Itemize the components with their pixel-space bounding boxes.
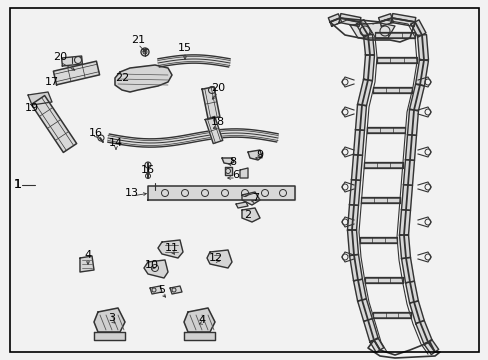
Polygon shape <box>369 338 383 352</box>
Polygon shape <box>353 130 364 156</box>
Polygon shape <box>415 59 427 86</box>
Polygon shape <box>240 168 247 178</box>
Text: 3: 3 <box>108 313 115 323</box>
Polygon shape <box>407 110 418 135</box>
Polygon shape <box>363 55 374 80</box>
Text: 15: 15 <box>178 43 192 53</box>
Polygon shape <box>236 202 247 208</box>
Text: 20: 20 <box>210 83 224 93</box>
Text: 1: 1 <box>14 179 22 192</box>
Polygon shape <box>363 319 378 341</box>
Text: 16: 16 <box>141 165 155 175</box>
Polygon shape <box>399 235 409 258</box>
Polygon shape <box>359 237 397 243</box>
Polygon shape <box>80 256 94 272</box>
Polygon shape <box>148 186 294 200</box>
Polygon shape <box>424 339 438 355</box>
Polygon shape <box>224 167 231 175</box>
Polygon shape <box>417 35 427 60</box>
Polygon shape <box>338 14 360 26</box>
Polygon shape <box>94 308 125 332</box>
Polygon shape <box>247 150 262 160</box>
Polygon shape <box>205 116 223 144</box>
Polygon shape <box>347 230 358 255</box>
Polygon shape <box>150 286 162 294</box>
Polygon shape <box>222 158 234 164</box>
Polygon shape <box>409 84 424 111</box>
Text: 4: 4 <box>84 250 91 260</box>
Text: 22: 22 <box>115 73 129 83</box>
Polygon shape <box>401 257 414 283</box>
Polygon shape <box>363 35 374 55</box>
Polygon shape <box>357 299 371 321</box>
Polygon shape <box>353 279 366 301</box>
Text: 8: 8 <box>229 157 236 167</box>
Polygon shape <box>376 57 416 63</box>
Text: 11: 11 <box>164 243 179 253</box>
Polygon shape <box>403 159 414 185</box>
Text: 4: 4 <box>198 315 205 325</box>
Polygon shape <box>327 14 341 26</box>
Polygon shape <box>170 286 182 294</box>
Text: 19: 19 <box>25 103 39 113</box>
Polygon shape <box>364 162 402 168</box>
Polygon shape <box>366 127 405 133</box>
Polygon shape <box>143 260 168 278</box>
Polygon shape <box>115 65 172 92</box>
Polygon shape <box>183 308 215 332</box>
Polygon shape <box>361 197 399 203</box>
Text: 16: 16 <box>89 128 103 138</box>
Polygon shape <box>349 180 360 205</box>
Text: 17: 17 <box>45 77 59 87</box>
Polygon shape <box>401 185 412 210</box>
Polygon shape <box>242 208 260 222</box>
Polygon shape <box>61 56 82 66</box>
Polygon shape <box>410 20 425 37</box>
Polygon shape <box>351 155 362 180</box>
Polygon shape <box>399 210 409 235</box>
Text: 18: 18 <box>210 117 224 127</box>
Polygon shape <box>158 240 183 258</box>
Text: 9: 9 <box>256 150 263 160</box>
Polygon shape <box>94 332 125 340</box>
Polygon shape <box>355 20 371 37</box>
Text: 12: 12 <box>208 253 223 263</box>
Text: 10: 10 <box>145 260 159 270</box>
Text: 2: 2 <box>244 210 251 220</box>
Polygon shape <box>349 254 362 281</box>
Polygon shape <box>31 95 77 152</box>
Polygon shape <box>206 250 231 268</box>
Polygon shape <box>364 277 402 283</box>
Text: 1: 1 <box>14 179 22 192</box>
Polygon shape <box>405 135 416 160</box>
Polygon shape <box>390 14 415 26</box>
Polygon shape <box>372 87 411 93</box>
Polygon shape <box>242 192 260 205</box>
Polygon shape <box>405 281 418 303</box>
Polygon shape <box>53 61 100 85</box>
Polygon shape <box>374 32 414 38</box>
Polygon shape <box>357 79 372 106</box>
Text: 21: 21 <box>131 35 145 45</box>
Polygon shape <box>355 105 366 130</box>
Polygon shape <box>347 204 358 230</box>
Polygon shape <box>415 320 431 344</box>
Polygon shape <box>349 23 394 38</box>
Polygon shape <box>202 87 220 119</box>
Text: 20: 20 <box>53 52 67 62</box>
Polygon shape <box>373 312 410 318</box>
Polygon shape <box>28 92 52 105</box>
Text: 7: 7 <box>252 193 259 203</box>
Polygon shape <box>409 301 424 323</box>
Circle shape <box>142 50 147 54</box>
Text: 6: 6 <box>232 170 239 180</box>
Text: 5: 5 <box>158 285 165 295</box>
Text: 13: 13 <box>125 188 139 198</box>
Polygon shape <box>183 332 215 340</box>
Polygon shape <box>378 14 393 26</box>
Text: 14: 14 <box>109 138 123 148</box>
